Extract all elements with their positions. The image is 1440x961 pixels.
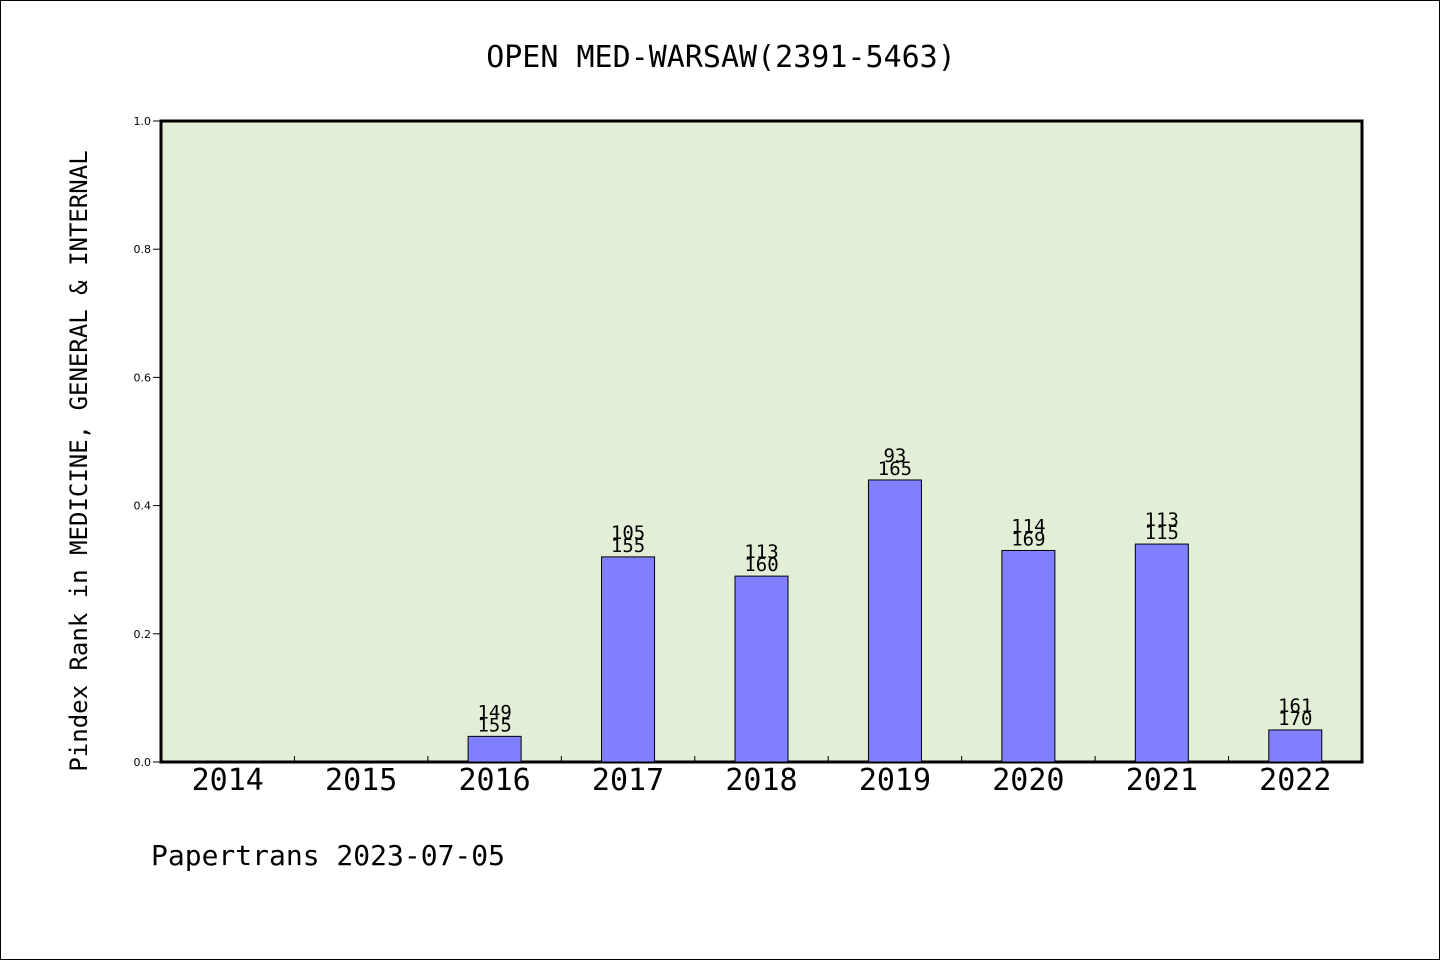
- bar: [467, 735, 522, 763]
- y-tick-label: 1.0: [134, 115, 152, 128]
- bar-label-bottom: 155: [611, 535, 645, 557]
- bar: [1134, 543, 1189, 763]
- y-tick-label: 0.8: [134, 243, 152, 256]
- y-tick-label: 0.0: [134, 756, 152, 769]
- bar-label-bottom: 170: [1278, 708, 1312, 730]
- bar: [1001, 549, 1056, 763]
- bar-label-top: 93: [883, 445, 906, 467]
- bar: [1268, 729, 1323, 763]
- y-tick-label: 0.4: [134, 500, 152, 513]
- x-tick-label: 2017: [592, 763, 664, 798]
- chart-title: OPEN MED-WARSAW(2391-5463): [486, 40, 956, 75]
- x-tick-label: 2016: [458, 763, 530, 798]
- bar: [734, 575, 789, 763]
- x-axis-ticks: 2014 2015 2016 2017 2018 2019 2020 2021 2022: [192, 756, 1331, 798]
- bar-label-top: 105: [611, 522, 645, 544]
- x-tick-label: 2014: [192, 763, 264, 798]
- y-tick-label: 0.6: [134, 371, 152, 384]
- x-tick-label: 2015: [325, 763, 397, 798]
- x-tick-label: 2020: [992, 763, 1064, 798]
- bar-label-bottom: 165: [878, 458, 912, 480]
- bars: [467, 479, 1323, 763]
- bar-label-top: 113: [1145, 509, 1179, 531]
- x-tick-label: 2019: [859, 763, 931, 798]
- bar: [867, 479, 922, 763]
- footer-credit: Papertrans 2023-07-05: [151, 839, 505, 872]
- bar-label-top: 113: [744, 541, 778, 563]
- x-tick-label: 2021: [1126, 763, 1198, 798]
- x-tick-label: 2018: [725, 763, 797, 798]
- bar-label-bottom: 115: [1145, 522, 1179, 544]
- bar-label-top: 161: [1278, 695, 1312, 717]
- bar-label-bottom: 169: [1011, 528, 1045, 550]
- bar-label-top: 149: [477, 701, 511, 723]
- bar-label-bottom: 155: [477, 714, 511, 736]
- y-axis-label: Pindex Rank in MEDICINE, GENERAL & INTER…: [65, 150, 93, 771]
- bar-label-top: 114: [1011, 515, 1045, 537]
- y-tick-label: 0.2: [134, 628, 152, 641]
- y-axis-ticks: 0.0 0.2 0.4 0.6 0.8 1.0: [134, 115, 161, 769]
- x-tick-label: 2022: [1259, 763, 1331, 798]
- bar-label-bottom: 160: [744, 554, 778, 576]
- bar: [601, 556, 656, 763]
